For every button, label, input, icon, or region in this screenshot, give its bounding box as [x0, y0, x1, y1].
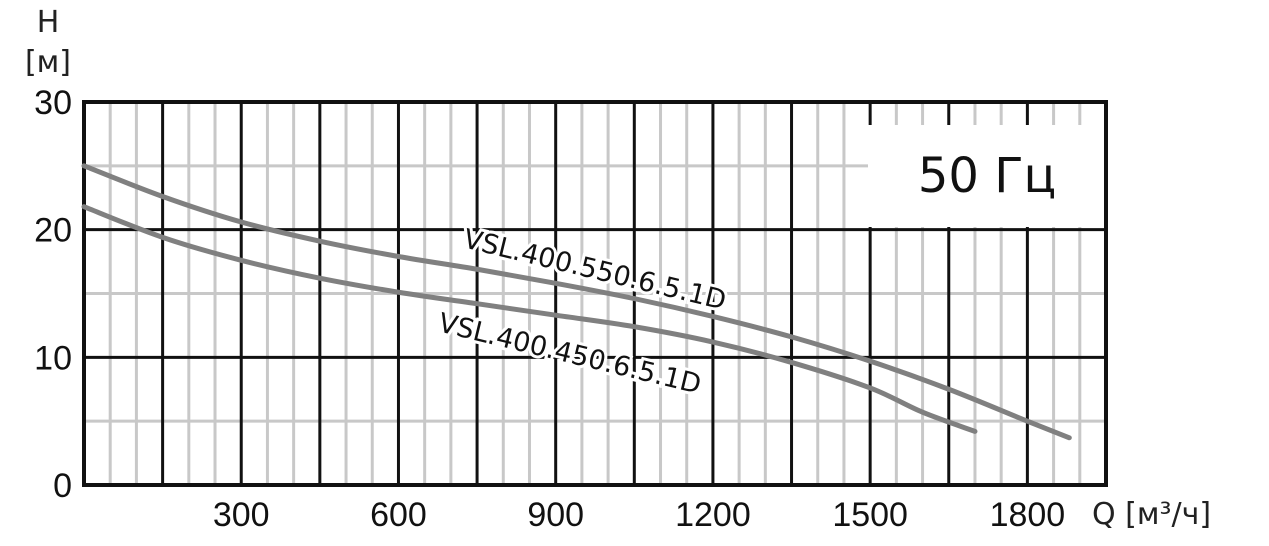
x-tick-label: 1500 [832, 496, 908, 534]
series-label-1: VSL.400.550.6.5.1D [460, 224, 729, 317]
y-tick-label: 10 [34, 339, 72, 377]
y-tick-labels: 0 10 20 30 [34, 84, 72, 505]
y-axis-unit: [м] [25, 45, 71, 80]
x-tick-label: 1800 [990, 496, 1066, 534]
plot-frame [82, 100, 1108, 487]
x-tick-label: 600 [370, 496, 427, 534]
y-tick-label: 30 [34, 84, 72, 122]
x-tick-label: 900 [527, 496, 584, 534]
y-axis-symbol: H [37, 5, 60, 40]
frequency-box [868, 125, 1104, 227]
x-tick-label: 300 [213, 496, 270, 534]
series-layer [81, 163, 1072, 441]
frequency-annotation: 50 Гц [918, 148, 1056, 204]
series-line-2 [81, 204, 978, 434]
x-tick-label: 1200 [675, 496, 751, 534]
x-tick-labels: 300 600 900 1200 1500 1800 [213, 496, 1065, 534]
y-tick-label: 20 [34, 212, 72, 250]
series-line-1 [81, 163, 1072, 441]
x-axis-label: Q [м³/ч] [1092, 497, 1211, 532]
y-tick-label: 0 [53, 467, 72, 505]
